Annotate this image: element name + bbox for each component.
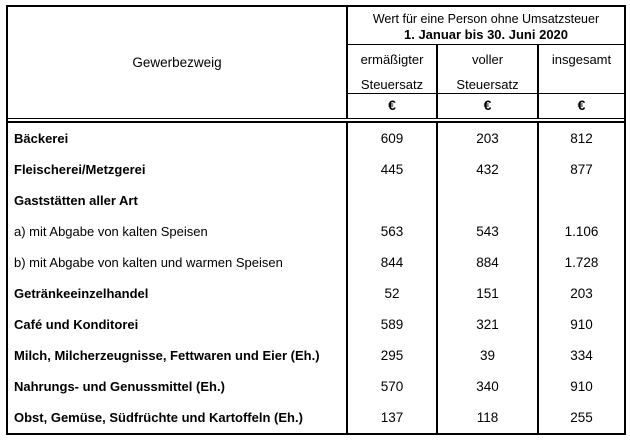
value-cell: 543 [436,216,537,247]
table-row: a) mit Abgabe von kalten Speisen 563 543… [8,216,624,247]
table-row: Obst, Gemüse, Südfrüchte und Kartoffeln … [8,402,624,433]
unit-cell-euro: € [537,94,624,118]
row-label: Nahrungs- und Genussmittel (Eh.) [8,371,348,402]
column-header-line1: ermäßigter [360,52,424,67]
value-cell: 255 [537,402,624,433]
value-cell: 151 [436,278,537,309]
value-cell: 1.728 [537,247,624,278]
column-header-line1: voller [471,52,504,67]
value-cell: 1.106 [537,216,624,247]
value-cell [436,185,537,216]
group-header: Wert für eine Person ohne Umsatzsteuer 1… [348,7,624,45]
row-label: Café und Konditorei [8,309,348,340]
value-cell: 295 [380,348,404,363]
column-header-gewerbezweig: Gewerbezweig [8,7,348,118]
value-cell: 609 [380,131,404,146]
value-cell: 137 [380,410,404,425]
value-cell: 321 [436,309,537,340]
pauschbetraege-table: Gewerbezweig Wert für eine Person ohne U… [6,5,626,435]
unit-cell-euro: € [436,94,537,118]
value-cell: 334 [537,340,624,371]
value-cell: 445 [380,162,404,177]
column-header-voller-steuersatz: voller Steuersatz [436,45,537,94]
value-cell: 570 [380,379,404,394]
column-header-insgesamt: insgesamt [537,45,624,94]
value-cell: 884 [436,247,537,278]
value-cell: 910 [537,371,624,402]
value-cell: 203 [537,278,624,309]
value-cell: 39 [436,340,537,371]
table-row: Milch, Milcherzeugnisse, Fettwaren und E… [8,340,624,371]
value-cell: 589 [380,317,404,332]
table-row: Gaststätten aller Art [8,185,624,216]
value-cell: 203 [436,123,537,154]
table-row: Café und Konditorei 589 321 910 [8,309,624,340]
row-label: Getränkeeinzelhandel [8,278,348,309]
group-header-title: Wert für eine Person ohne Umsatzsteuer [372,12,600,26]
table-header: Gewerbezweig Wert für eine Person ohne U… [8,7,624,119]
row-label: a) mit Abgabe von kalten Speisen [8,216,348,247]
table-row: Getränkeeinzelhandel 52 151 203 [8,278,624,309]
value-cell: 52 [384,286,400,301]
column-header-line2: Steuersatz [456,77,519,92]
value-cell: 118 [436,402,537,433]
table-row: Nahrungs- und Genussmittel (Eh.) 570 340… [8,371,624,402]
column-header-line1: insgesamt [551,52,612,67]
value-cell: 910 [537,309,624,340]
value-cell: 432 [436,154,537,185]
group-header-period: 1. Januar bis 30. Juni 2020 [403,27,569,42]
unit-cell-euro: € [388,97,396,113]
column-header-ermaessigter-steuersatz: ermäßigter Steuersatz [348,45,436,94]
row-label: Gaststätten aller Art [8,185,348,216]
row-label: Fleischerei/Metzgerei [8,154,348,185]
value-cell: 340 [436,371,537,402]
value-cell: 812 [537,123,624,154]
row-label: Bäckerei [8,123,348,154]
table-body: Bäckerei 609 203 812 Fleischerei/Metzger… [8,121,624,433]
value-cell: 877 [537,154,624,185]
value-cell: 563 [380,224,404,239]
table-row: Fleischerei/Metzgerei 445 432 877 [8,154,624,185]
value-cell [348,185,436,216]
row-label: Obst, Gemüse, Südfrüchte und Kartoffeln … [8,402,348,433]
table-row: b) mit Abgabe von kalten und warmen Spei… [8,247,624,278]
table-row: Bäckerei 609 203 812 [8,123,624,154]
column-header-line2: Steuersatz [360,77,424,92]
value-cell: 844 [380,255,404,270]
row-label: b) mit Abgabe von kalten und warmen Spei… [8,247,348,278]
value-cell [537,185,624,216]
row-label: Milch, Milcherzeugnisse, Fettwaren und E… [8,340,348,371]
